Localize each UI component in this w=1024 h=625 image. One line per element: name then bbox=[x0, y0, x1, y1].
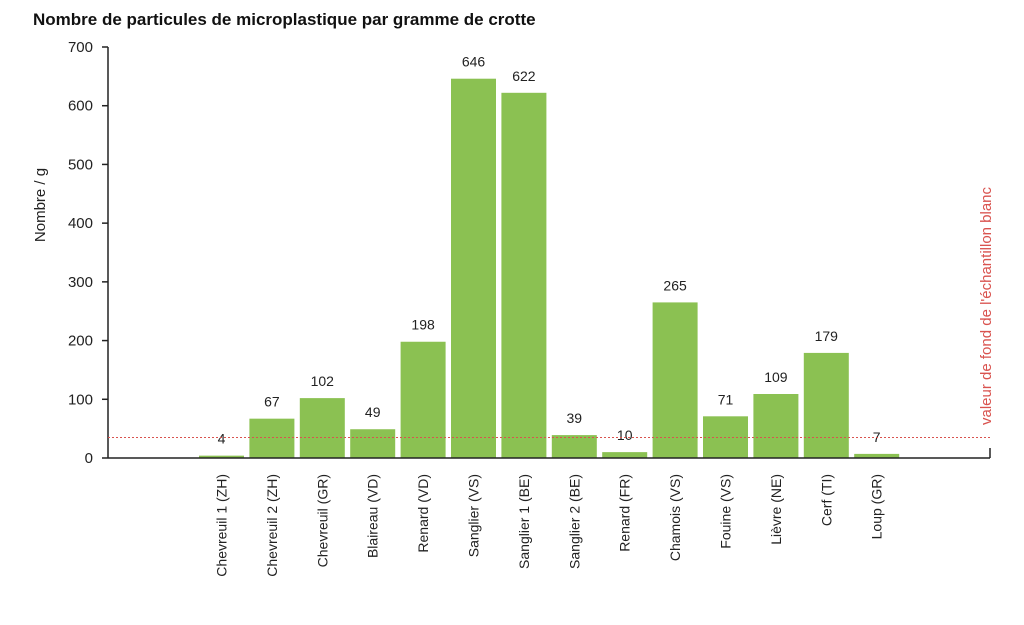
x-category-label: Chevreuil 2 (ZH) bbox=[264, 474, 280, 577]
y-tick-label: 500 bbox=[68, 156, 93, 173]
y-tick-label: 600 bbox=[68, 98, 93, 115]
bar-value-label: 646 bbox=[462, 54, 486, 70]
bar-value-label: 4 bbox=[218, 431, 226, 447]
bar bbox=[602, 452, 648, 458]
bar-value-label: 198 bbox=[411, 317, 435, 333]
bar-value-label: 49 bbox=[365, 404, 381, 420]
x-category-label: Lièvre (NE) bbox=[768, 474, 784, 545]
value-labels: 4 67 102 49 198 646 622 39 10 265 71 109 179 7 bbox=[218, 54, 881, 447]
x-category-label: Sanglier (VS) bbox=[466, 474, 482, 557]
x-category-label: Fouine (VS) bbox=[718, 474, 734, 549]
x-axis bbox=[108, 448, 991, 459]
bar-value-label: 179 bbox=[815, 328, 839, 344]
y-axis-label: Nombre / g bbox=[32, 168, 49, 242]
y-tick-label: 400 bbox=[68, 215, 93, 232]
bar-value-label: 109 bbox=[764, 369, 788, 385]
bar-value-label: 102 bbox=[311, 373, 335, 389]
bar bbox=[299, 398, 345, 458]
y-tick-label: 300 bbox=[68, 274, 93, 291]
bar-value-label: 10 bbox=[617, 427, 633, 443]
bar bbox=[350, 429, 396, 458]
x-category-label: Chevreuil 1 (ZH) bbox=[214, 474, 230, 577]
bar bbox=[551, 435, 597, 458]
bar-value-label: 7 bbox=[873, 429, 881, 445]
reference-line-group: valeur de fond de l'échantillon blanc bbox=[108, 186, 995, 438]
bar-value-label: 265 bbox=[663, 277, 687, 293]
bar bbox=[451, 78, 496, 458]
bar bbox=[753, 394, 799, 458]
bar-value-label: 39 bbox=[567, 410, 583, 426]
chart-title: Nombre de particules de microplastique p… bbox=[33, 10, 536, 29]
y-tick-label: 100 bbox=[68, 391, 93, 408]
bar bbox=[803, 352, 849, 458]
bar bbox=[854, 453, 900, 458]
x-category-label: Renard (VD) bbox=[415, 474, 431, 553]
bar-value-label: 622 bbox=[512, 68, 536, 84]
x-category-label: Chevreuil (GR) bbox=[314, 474, 330, 567]
bar bbox=[400, 341, 446, 458]
x-category-label: Sanglier 1 (BE) bbox=[516, 474, 532, 569]
x-category-label: Renard (FR) bbox=[617, 474, 633, 552]
y-axis: 0 100 200 300 400 500 600 700 bbox=[68, 39, 109, 467]
bar-value-label: 67 bbox=[264, 394, 280, 410]
y-tick-label: 200 bbox=[68, 333, 93, 350]
x-category-label: Cerf (TI) bbox=[818, 474, 834, 526]
bar-value-label: 71 bbox=[718, 391, 734, 407]
x-category-label: Chamois (VS) bbox=[667, 474, 683, 561]
bar bbox=[652, 302, 698, 458]
bar bbox=[249, 418, 295, 458]
y-tick-label: 700 bbox=[68, 39, 93, 56]
y-tick-label: 0 bbox=[85, 450, 93, 467]
x-category-label: Loup (GR) bbox=[869, 474, 885, 539]
bars bbox=[199, 78, 900, 458]
bar bbox=[199, 455, 244, 458]
x-category-label: Sanglier 2 (BE) bbox=[566, 474, 582, 569]
category-labels: Chevreuil 1 (ZH) Chevreuil 2 (ZH) Chevreui… bbox=[214, 474, 885, 577]
x-category-label: Blaireau (VD) bbox=[365, 474, 381, 558]
reference-line-label: valeur de fond de l'échantillon blanc bbox=[978, 186, 995, 425]
bar bbox=[501, 92, 547, 458]
